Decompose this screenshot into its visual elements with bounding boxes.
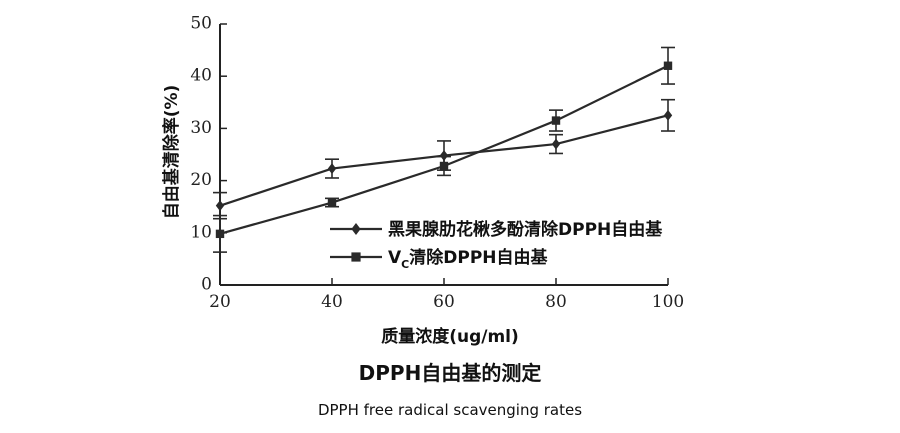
- data-point: [439, 150, 449, 162]
- data-point: [215, 200, 225, 212]
- chart-series: [213, 46, 675, 253]
- figure-subtitle: DPPH free radical scavenging rates: [317, 401, 583, 419]
- y-axis-ticks: 0 10 20 30 40 50: [190, 14, 227, 295]
- legend-marker: [351, 252, 361, 262]
- data-point: [663, 61, 673, 70]
- figure-title: DPPH自由基的测定: [358, 361, 542, 385]
- y-tick-label: 20: [190, 170, 212, 190]
- y-tick-label: 0: [201, 275, 212, 295]
- y-tick-label: 40: [190, 66, 212, 86]
- legend-label: VC清除DPPH自由基: [388, 247, 549, 271]
- x-tick-label: 20: [209, 292, 231, 312]
- chart-legend: 黑果腺肋花楸多酚清除DPPH自由基 VC清除DPPH自由基: [330, 219, 663, 271]
- data-point: [663, 109, 673, 121]
- data-point: [439, 161, 449, 171]
- x-axis-ticks: 20 40 60 80 100: [209, 278, 684, 312]
- x-tick-label: 60: [433, 292, 455, 312]
- y-tick-label: 50: [190, 14, 212, 34]
- legend-marker: [351, 223, 361, 235]
- data-point: [215, 229, 225, 239]
- x-tick-label: 80: [545, 292, 567, 312]
- y-tick-label: 30: [190, 118, 212, 138]
- x-tick-label: 100: [652, 292, 684, 312]
- y-axis-label: 自由基清除率(%): [161, 85, 182, 220]
- data-point: [551, 138, 561, 150]
- series-2: [213, 46, 675, 253]
- data-point: [551, 116, 561, 125]
- y-tick-label: 10: [190, 222, 212, 242]
- data-point: [327, 163, 337, 175]
- x-axis-label: 质量浓度(ug/ml): [381, 327, 519, 347]
- data-point: [327, 198, 337, 207]
- x-tick-label: 40: [321, 292, 343, 312]
- legend-label: 黑果腺肋花楸多酚清除DPPH自由基: [388, 219, 663, 240]
